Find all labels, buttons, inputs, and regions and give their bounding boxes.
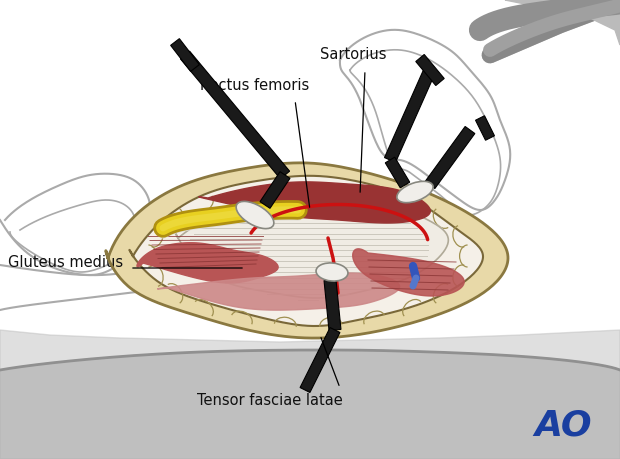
Text: Rectus femoris: Rectus femoris [200,78,309,93]
Polygon shape [425,127,475,189]
Polygon shape [300,328,340,392]
Polygon shape [199,182,430,223]
Polygon shape [170,39,200,71]
Polygon shape [353,249,464,296]
Ellipse shape [397,181,433,203]
Polygon shape [0,330,620,459]
Polygon shape [416,55,444,85]
Polygon shape [173,193,448,298]
Polygon shape [180,51,290,179]
Text: Gluteus medius: Gluteus medius [8,254,123,269]
Polygon shape [130,176,483,326]
Polygon shape [476,116,495,140]
Polygon shape [385,157,410,188]
Polygon shape [260,172,290,208]
Text: Sartorius: Sartorius [320,47,386,62]
Polygon shape [157,273,400,310]
Polygon shape [505,0,620,45]
Ellipse shape [236,202,274,229]
Text: AO: AO [534,408,592,442]
Polygon shape [137,243,278,283]
Polygon shape [106,163,508,338]
Polygon shape [384,67,435,162]
Text: Tensor fasciae latae: Tensor fasciae latae [197,393,343,408]
Polygon shape [324,280,341,330]
Ellipse shape [316,263,348,281]
